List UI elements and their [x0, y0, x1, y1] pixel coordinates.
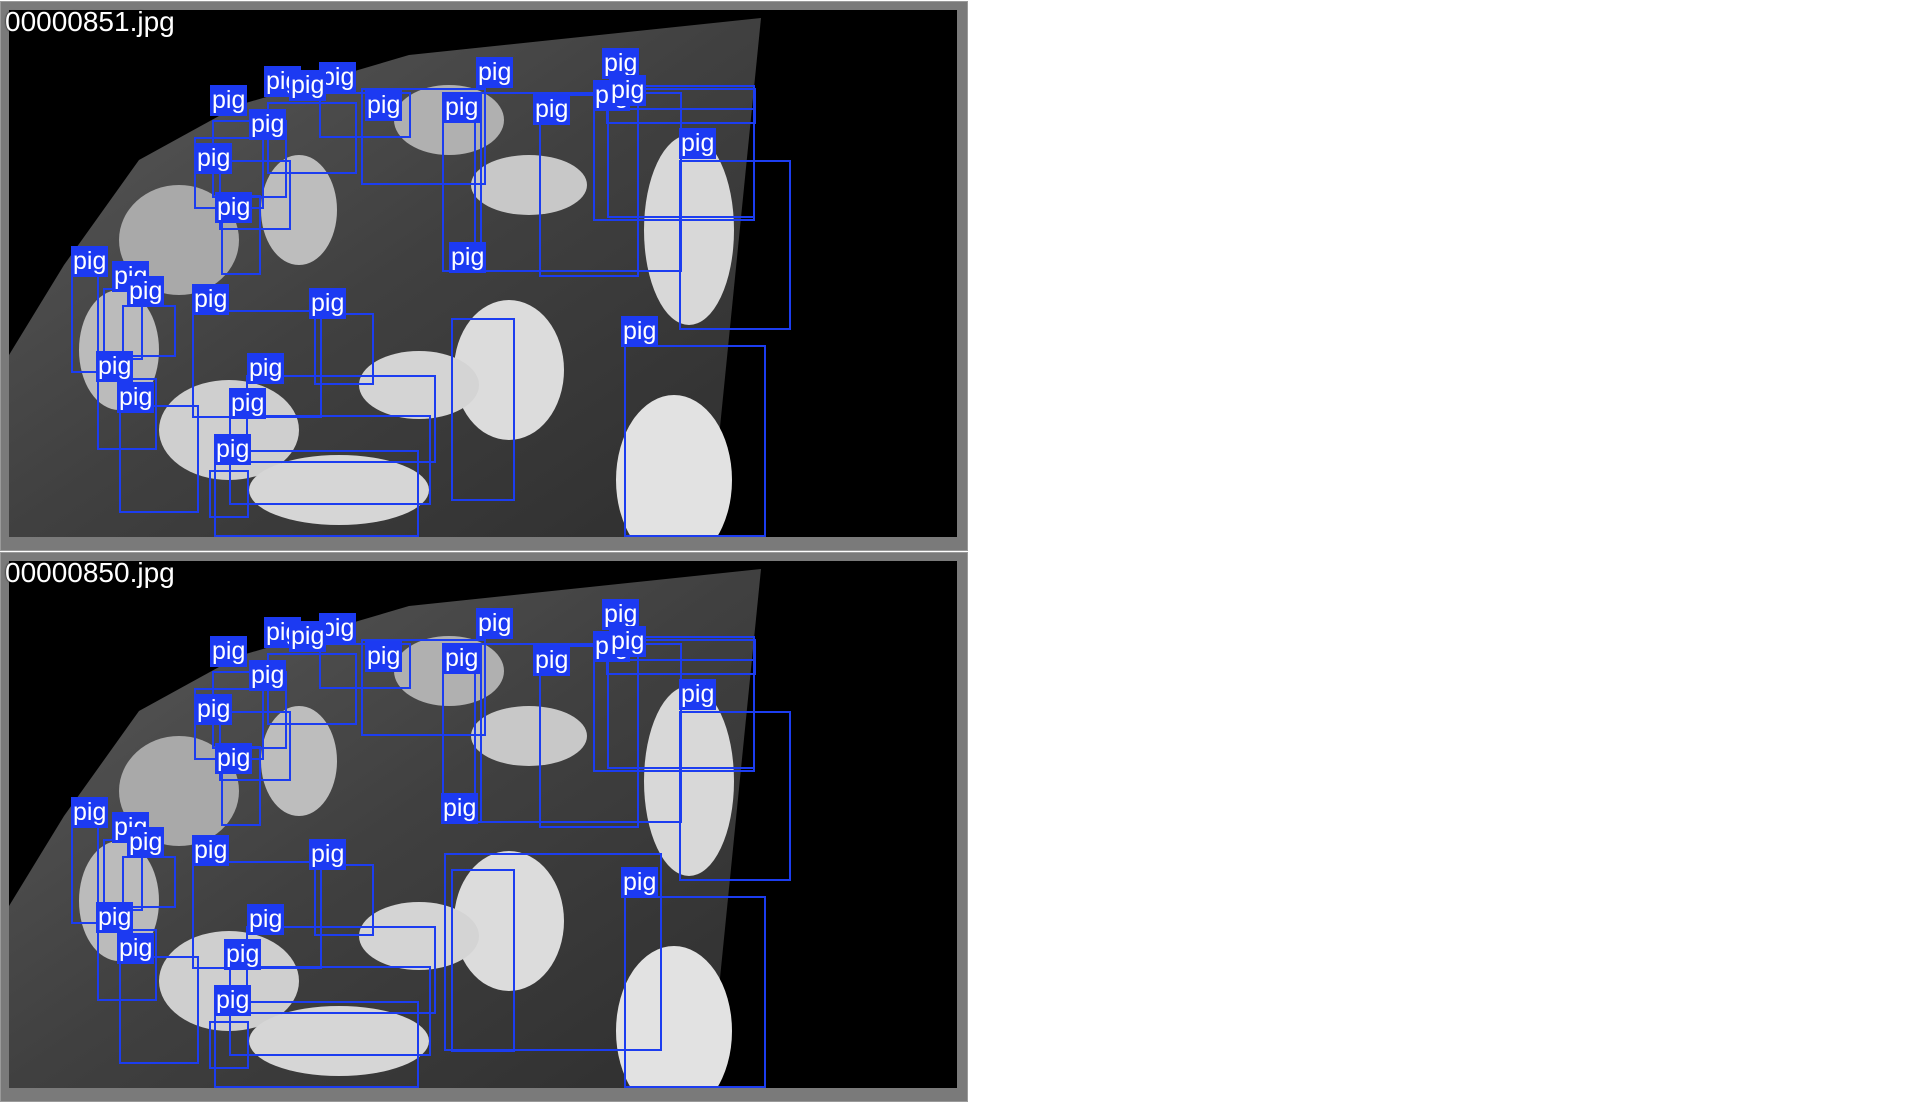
camera-frame: pig pig pig pig pig pig pig pig pig pig …	[9, 10, 957, 537]
detection-label: pig	[609, 626, 647, 657]
detection-label: pig	[621, 316, 659, 347]
detection-label: pig	[533, 645, 571, 676]
detection-label: pig	[249, 109, 287, 140]
detection-label: pig	[679, 128, 717, 159]
detection-label: pig	[117, 933, 155, 964]
bounding-box	[214, 450, 419, 537]
detection-label: pig	[195, 694, 233, 725]
bounding-box	[624, 345, 766, 537]
detection-label: pig	[71, 246, 109, 277]
bounding-box	[209, 1021, 249, 1069]
detection-label: pig	[215, 192, 253, 223]
detection-label: pig	[127, 827, 165, 858]
bounding-box	[119, 956, 199, 1064]
detection-label: pig	[309, 288, 347, 319]
bounding-box	[119, 405, 199, 513]
detection-label: pig	[192, 835, 230, 866]
detection-label: pig	[533, 94, 571, 125]
detection-label: pig	[441, 793, 479, 824]
detection-label: pig	[319, 613, 357, 644]
detection-label: pig	[365, 641, 403, 672]
detection-label: pig	[215, 743, 253, 774]
detection-label: pig	[365, 90, 403, 121]
bounding-box	[474, 643, 682, 823]
bounding-box	[122, 856, 176, 908]
detection-label: pig	[289, 70, 327, 101]
detection-label: pig	[224, 939, 262, 970]
detection-label: pig	[249, 660, 287, 691]
detection-label: pig	[71, 797, 109, 828]
filename-label: 00000851.jpg	[5, 6, 175, 37]
bounding-box	[71, 265, 99, 373]
detection-label: pig	[195, 143, 233, 174]
detection-label: pig	[602, 48, 640, 79]
detection-label: pig	[679, 679, 717, 710]
detection-label: pig	[247, 904, 285, 935]
detection-label: pig	[449, 242, 487, 273]
camera-frame: pig pig pig pig pig pig pig pig pig pig …	[9, 561, 957, 1088]
detection-label: pig	[229, 388, 267, 419]
detection-label: pig	[319, 62, 357, 93]
detection-label: pig	[621, 867, 659, 898]
detection-label: pig	[210, 85, 248, 116]
bounding-box	[122, 305, 176, 357]
bounding-box	[246, 375, 436, 463]
filename-label: 00000850.jpg	[5, 557, 175, 588]
detection-label: pig	[602, 599, 640, 630]
bounding-box	[539, 94, 639, 277]
bounding-box	[71, 816, 99, 924]
detection-label: pig	[127, 276, 165, 307]
bounding-box	[607, 659, 755, 769]
detection-label: pig	[96, 902, 134, 933]
bounding-box	[624, 896, 766, 1088]
bounding-box	[679, 160, 791, 330]
detection-label: pig	[609, 75, 647, 106]
detection-panel-2: 00000850.jpg pig pig pig	[0, 552, 968, 1102]
bounding-box	[474, 92, 682, 272]
bounding-box	[679, 711, 791, 881]
bounding-box	[539, 645, 639, 828]
bounding-box	[451, 318, 515, 501]
detection-label: pig	[214, 985, 252, 1016]
detection-label: pig	[96, 351, 134, 382]
detection-label: pig	[214, 434, 252, 465]
detection-label: pig	[247, 353, 285, 384]
bounding-box	[214, 1001, 419, 1088]
detection-panel-1: 00000851.jpg pig pig pig	[0, 1, 968, 551]
detection-label: pig	[192, 284, 230, 315]
bounding-box	[246, 926, 436, 1014]
detection-label: pig	[210, 636, 248, 667]
detection-label: pig	[476, 608, 514, 639]
detection-label: pig	[443, 92, 481, 123]
detection-label: pig	[476, 57, 514, 88]
detection-label: pig	[289, 621, 327, 652]
bounding-box	[444, 853, 662, 1051]
bounding-box	[607, 108, 755, 218]
bounding-box	[209, 470, 249, 518]
bounding-box	[451, 869, 515, 1052]
detection-label: pig	[117, 382, 155, 413]
detection-label: pig	[309, 839, 347, 870]
detection-label: pig	[443, 643, 481, 674]
